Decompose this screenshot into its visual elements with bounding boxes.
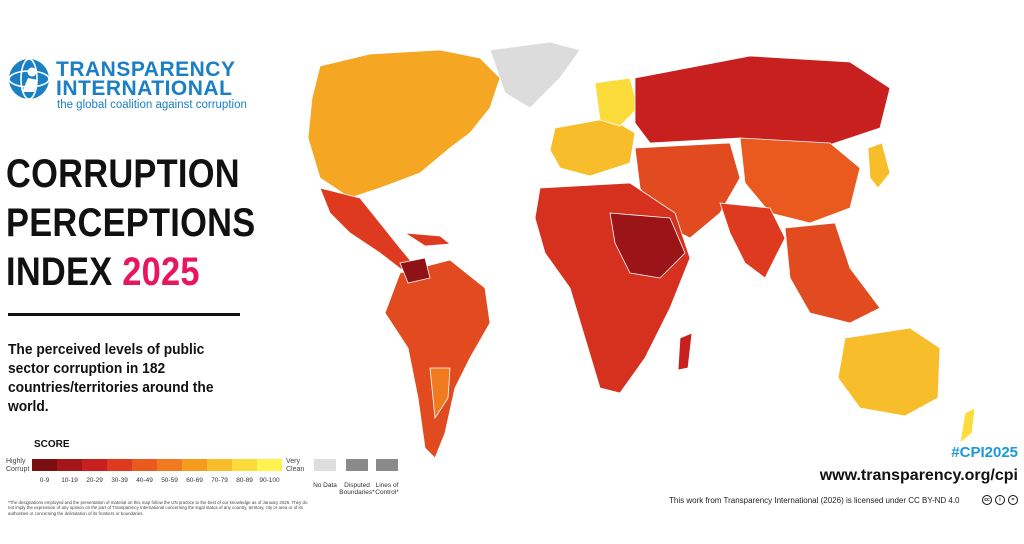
title-index-word: INDEX xyxy=(6,250,113,294)
legend-low-end-label: Highly Corrupt xyxy=(6,458,30,473)
legend-high-end-label: Very Clean xyxy=(286,458,305,473)
legend-range-50-59: 50-59 xyxy=(161,477,178,484)
globe-logo-icon xyxy=(8,58,50,100)
legend-swatch-50-59 xyxy=(157,459,182,471)
region-nordics xyxy=(594,77,639,127)
hashtag[interactable]: #CPI2025 xyxy=(951,444,1018,461)
legend-swatch-90-100 xyxy=(257,459,282,471)
region-north-america xyxy=(307,49,501,199)
region-chile-uruguay xyxy=(429,367,451,420)
title-divider xyxy=(8,313,240,316)
region-madagascar xyxy=(677,332,693,371)
region-japan xyxy=(867,142,891,189)
transparency-international-logo: TRANSPARENCY INTERNATIONAL the global co… xyxy=(8,56,248,116)
region-western-europe xyxy=(549,117,636,177)
region-greenland xyxy=(489,41,581,109)
legend-disputed-swatch xyxy=(346,459,368,471)
legend-score-label: SCORE xyxy=(34,439,70,450)
legend-range-80-89: 80-89 xyxy=(236,477,253,484)
region-russia xyxy=(634,55,891,149)
region-australia xyxy=(837,327,941,417)
region-mexico-central-america xyxy=(319,187,416,271)
legend-range-labels: 0-9 10-19 20-29 30-39 40-49 50-59 60-69 70-79 80… xyxy=(32,477,282,484)
legend-range-70-79: 70-79 xyxy=(211,477,228,484)
organization-tagline: the global coalition against corruption xyxy=(57,99,247,111)
legend-lines-of-control-swatch xyxy=(376,459,398,471)
region-venezuela xyxy=(399,257,431,284)
legend-color-scale xyxy=(32,459,282,471)
legend-no-data-label: No Data xyxy=(313,482,337,489)
title-line1: CORRUPTION xyxy=(6,152,240,196)
region-caribbean xyxy=(404,232,452,247)
legend-swatch-80-89 xyxy=(232,459,257,471)
website-link[interactable]: www.transparency.org/cpi xyxy=(819,467,1018,484)
legend-swatch-30-39 xyxy=(107,459,132,471)
organization-name-line2: INTERNATIONAL xyxy=(56,77,233,100)
region-china xyxy=(739,137,861,224)
legend-range-40-49: 40-49 xyxy=(136,477,153,484)
legend-swatch-60-69 xyxy=(182,459,207,471)
legend-range-90-100: 90-100 xyxy=(259,477,280,484)
legend-swatch-40-49 xyxy=(132,459,157,471)
organization-name-line1: TRANSPARENCY xyxy=(56,58,236,81)
legend-range-60-69: 60-69 xyxy=(186,477,203,484)
region-sahel-east-africa xyxy=(609,212,686,279)
legend-swatch-10-19 xyxy=(57,459,82,471)
region-new-zealand xyxy=(959,407,976,444)
cc-icon: cc xyxy=(982,495,992,505)
organization-name: TRANSPARENCY INTERNATIONAL xyxy=(56,58,236,100)
title-line2: PERCEPTIONS xyxy=(6,201,256,245)
world-map xyxy=(307,41,976,459)
disclaimer-footnote: *The designations employed and the prese… xyxy=(8,500,308,516)
region-south-asia xyxy=(719,202,786,279)
legend-no-data-swatch xyxy=(314,459,336,471)
region-south-america xyxy=(384,259,491,459)
region-southeast-asia xyxy=(784,222,881,324)
legend-swatch-0-9 xyxy=(32,459,57,471)
license-text: This work from Transparency Internationa… xyxy=(669,496,960,505)
title-year: 2025 xyxy=(122,250,200,294)
legend-lines-of-control-label: Lines of Control* xyxy=(375,482,399,496)
legend-range-10-19: 10-19 xyxy=(61,477,78,484)
title-line3: INDEX 2025 xyxy=(6,248,255,297)
page-title: CORRUPTION PERCEPTIONS INDEX 2025 xyxy=(6,150,255,297)
legend-range-0-9: 0-9 xyxy=(39,477,50,484)
subtitle: The perceived levels of public sector co… xyxy=(8,341,214,415)
legend-swatch-70-79 xyxy=(207,459,232,471)
legend-range-30-39: 30-39 xyxy=(111,477,128,484)
legend-swatch-20-29 xyxy=(82,459,107,471)
legend-range-20-29: 20-29 xyxy=(86,477,103,484)
legend-disputed-label: Disputed Boundaries* xyxy=(339,482,375,496)
by-icon: i xyxy=(995,495,1005,505)
nd-icon: = xyxy=(1008,495,1018,505)
